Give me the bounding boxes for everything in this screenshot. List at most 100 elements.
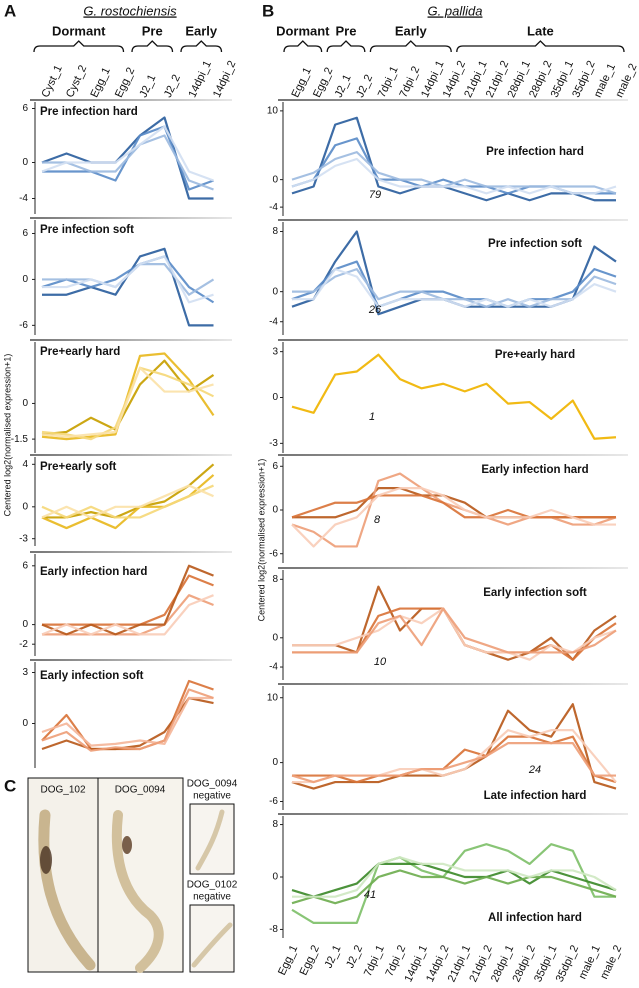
series-line — [291, 116, 616, 202]
y-tick-label: 0 — [272, 872, 278, 883]
y-tick-label: -3 — [269, 438, 278, 449]
y-axis-label: Centered log2(normalised expression+1) — [256, 459, 266, 622]
x-tick-label: Cyst_2 — [64, 63, 89, 99]
cluster-size: 24 — [528, 764, 541, 776]
group-label: Late — [527, 23, 554, 38]
series-line — [41, 125, 214, 182]
series-line — [42, 594, 214, 636]
group-label: Dormant — [276, 23, 330, 38]
x-tick-label: J2_2 — [162, 73, 183, 100]
series-line — [41, 696, 214, 747]
y-tick-label: -8 — [269, 924, 278, 935]
y-tick-label: -6 — [269, 796, 278, 807]
subplot-title: Early infection soft — [483, 587, 587, 599]
y-tick-label: 8 — [272, 226, 278, 237]
series-line — [291, 487, 616, 548]
x-tick-label: 14dpi_2 — [211, 59, 238, 100]
series-line — [291, 353, 617, 440]
y-tick-label: 10 — [267, 692, 279, 703]
subplot-title: Pre+early soft — [40, 461, 117, 473]
series-line — [291, 742, 616, 784]
panel-label: C — [4, 776, 16, 795]
series-line — [41, 484, 214, 519]
subplot-title: Late infection hard — [484, 790, 587, 802]
series-line — [291, 472, 617, 548]
image-caption: DOG_102 — [40, 785, 85, 796]
subplot-title: Pre+early hard — [495, 349, 575, 361]
x-tick-label: J2_1 — [137, 73, 158, 100]
series-line — [291, 494, 616, 519]
y-tick-label: 0 — [272, 757, 278, 768]
series-line — [292, 607, 617, 654]
group-label: Early — [395, 23, 428, 38]
group-label: Dormant — [52, 23, 106, 38]
subplot-title: Early infection soft — [40, 670, 144, 682]
subplot-title: Early infection hard — [40, 566, 147, 578]
image-caption: DOG_0102 — [187, 880, 238, 891]
group-label: Early — [185, 23, 218, 38]
series-line — [292, 856, 617, 898]
series-line — [41, 116, 214, 200]
series-line — [42, 134, 214, 191]
group-label: Pre — [336, 23, 357, 38]
panel-label: B — [262, 1, 274, 20]
image-caption: DOG_0094 — [115, 785, 166, 796]
y-tick-label: -4 — [269, 202, 278, 213]
x-tick-label: J2_1 — [333, 73, 354, 100]
series-line — [291, 151, 617, 195]
y-tick-label: -4 — [269, 316, 278, 327]
y-tick-label: 0 — [272, 505, 278, 516]
y-tick-label: 0 — [272, 632, 278, 643]
y-tick-label: -2 — [19, 639, 28, 650]
y-tick-label: -6 — [19, 320, 28, 331]
series-line — [291, 260, 617, 308]
subplot-title: Pre infection soft — [40, 224, 134, 236]
series-line — [292, 268, 617, 308]
y-tick-label: 6 — [272, 461, 278, 472]
group-brace — [456, 40, 625, 53]
x-tick-label: J2_2 — [344, 943, 365, 970]
series-line — [41, 688, 214, 752]
y-tick-label: 0 — [22, 274, 28, 285]
group-brace — [33, 40, 125, 53]
subplot-title: Early infection hard — [481, 464, 588, 476]
x-tick-label: 14dpi_1 — [186, 59, 213, 100]
y-tick-label: -1.5 — [11, 434, 29, 445]
subplot-title: All infection hard — [488, 912, 582, 924]
micrograph: DOG_0102 negative — [187, 880, 238, 973]
series-line — [41, 594, 214, 636]
y-tick-label: 0 — [22, 718, 28, 729]
y-tick-label: 0 — [22, 157, 28, 168]
cluster-size: 41 — [364, 889, 376, 901]
y-tick-label: 0 — [272, 286, 278, 297]
y-tick-label: 6 — [22, 560, 28, 571]
y-tick-label: -4 — [19, 193, 28, 204]
subplot-title: Pre infection soft — [488, 238, 582, 250]
x-tick-label: Egg_1 — [88, 66, 112, 100]
group-brace — [180, 40, 223, 53]
subplot-title: Pre+early hard — [40, 346, 120, 358]
series-line — [292, 607, 617, 661]
image-caption: DOG_0094 — [187, 779, 238, 790]
image-caption: negative — [193, 791, 231, 802]
x-tick-label: J2_2 — [354, 73, 375, 100]
group-label: Pre — [142, 23, 163, 38]
species: G. pallida — [428, 3, 483, 18]
series-line — [41, 484, 214, 519]
group-brace — [131, 40, 174, 53]
y-tick-label: 0 — [272, 392, 278, 403]
cluster-size: 8 — [374, 514, 381, 526]
y-tick-label: 6 — [22, 103, 28, 114]
series-line — [42, 255, 214, 304]
series-line — [291, 869, 617, 905]
micrograph: DOG_0094 negative — [187, 779, 238, 875]
series-line — [41, 474, 215, 530]
cluster-size: 1 — [369, 411, 375, 423]
y-axis-label: Centered log2(normalised expression+1) — [2, 354, 12, 517]
series-line — [42, 263, 215, 296]
series-line — [41, 255, 215, 304]
series-line — [41, 366, 214, 438]
x-tick-label: Egg_2 — [113, 66, 137, 100]
cluster-size: 79 — [369, 189, 381, 201]
micrograph: DOG_102 — [27, 777, 99, 973]
